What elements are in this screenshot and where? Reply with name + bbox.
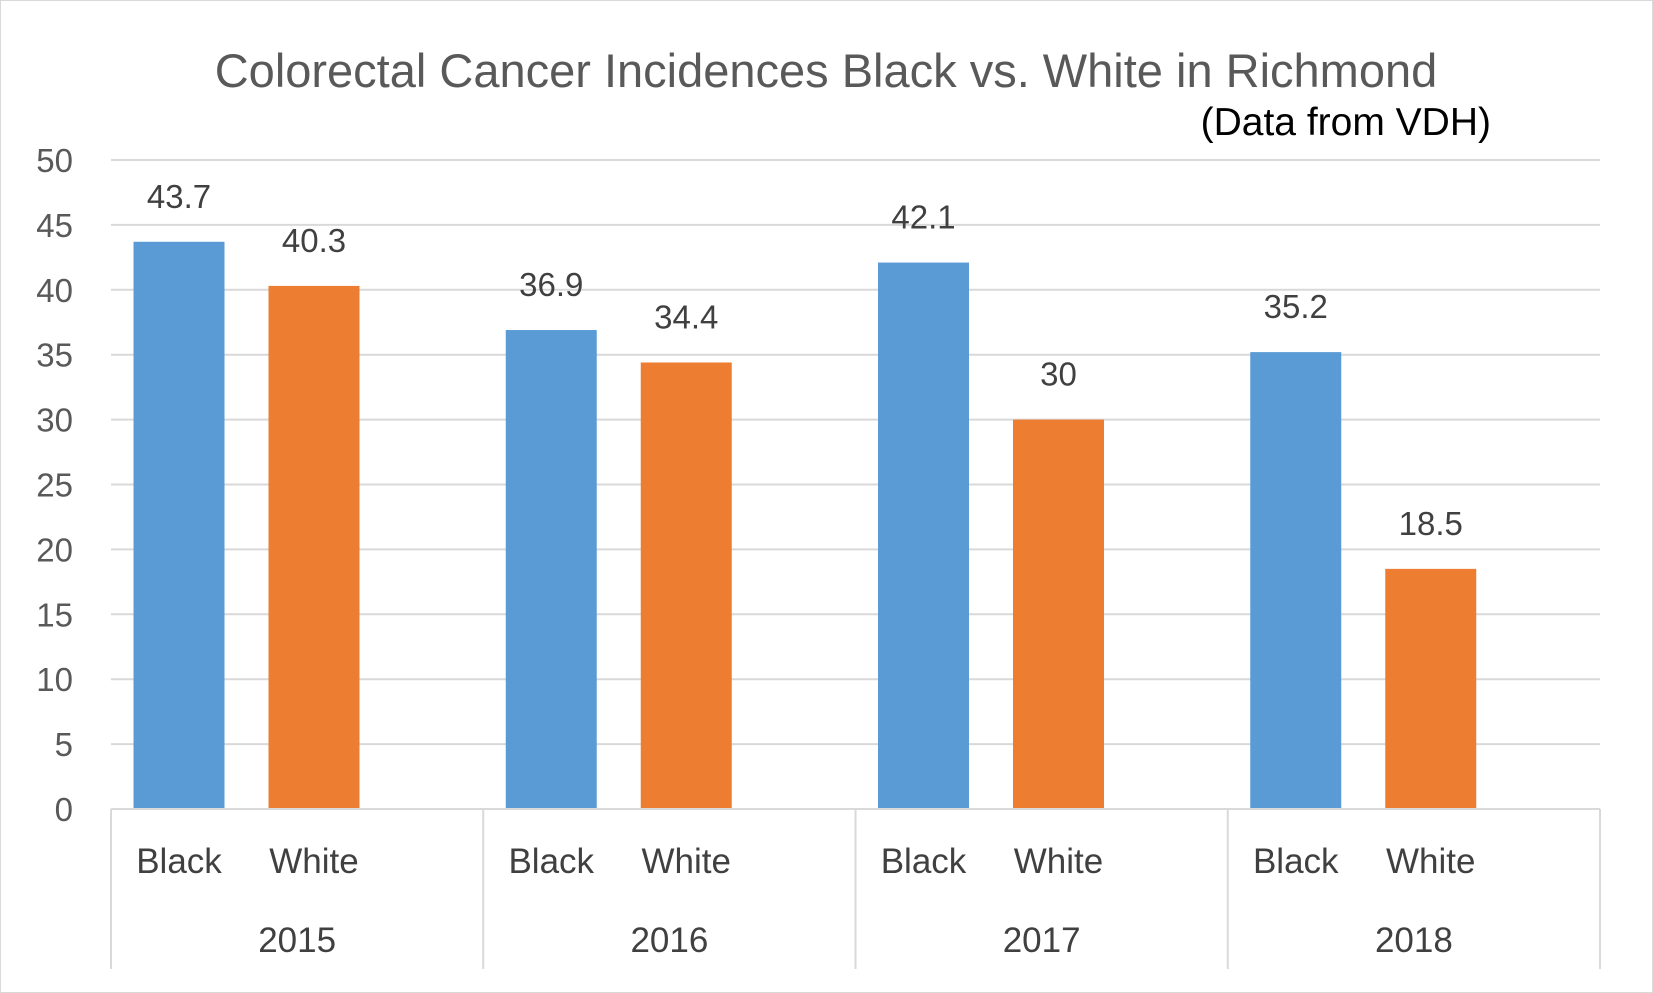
data-label: 18.5 xyxy=(1399,505,1463,542)
data-label: 35.2 xyxy=(1264,288,1328,325)
y-tick-label: 35 xyxy=(36,337,73,374)
x-category-label: White xyxy=(1386,842,1475,881)
bar-2016-white xyxy=(640,362,732,809)
bar-2015-black xyxy=(133,241,225,810)
bar-2018-white xyxy=(1385,568,1477,809)
data-label: 43.7 xyxy=(147,178,211,215)
y-tick-label: 5 xyxy=(55,726,73,763)
x-category-label: Black xyxy=(508,842,594,881)
data-label: 34.4 xyxy=(654,298,718,335)
x-group-label: 2017 xyxy=(1003,921,1081,960)
data-label: 42.1 xyxy=(891,199,955,236)
bar-2018-black xyxy=(1250,352,1342,809)
y-tick-label: 30 xyxy=(36,402,73,439)
y-axis-ticks: 0 5 10 15 20 25 30 35 40 45 50 xyxy=(36,142,73,828)
x-group-label: 2018 xyxy=(1375,921,1453,960)
y-tick-label: 50 xyxy=(36,142,73,179)
x-category-label: White xyxy=(642,842,731,881)
y-tick-label: 45 xyxy=(36,207,73,244)
data-label: 30 xyxy=(1040,356,1077,393)
y-tick-label: 15 xyxy=(36,596,73,633)
x-category-label: White xyxy=(269,842,358,881)
data-label: 36.9 xyxy=(519,266,583,303)
y-tick-label: 25 xyxy=(36,467,73,504)
y-tick-label: 40 xyxy=(36,272,73,309)
bar-2017-white xyxy=(1013,419,1104,809)
bar-2015-white xyxy=(268,285,360,809)
x-category-label: White xyxy=(1014,842,1103,881)
x-axis: Black White 2015 Black White 2016 Black White 20… xyxy=(110,808,1601,969)
x-group-label: 2016 xyxy=(630,921,708,960)
chart-title: Colorectal Cancer Incidences Black vs. W… xyxy=(215,44,1438,97)
x-category-label: Black xyxy=(1253,842,1339,881)
data-label: 40.3 xyxy=(282,222,346,259)
x-group-label: 2015 xyxy=(258,921,336,960)
bar-2017-black xyxy=(878,262,969,809)
bars xyxy=(133,241,1477,810)
y-tick-label: 20 xyxy=(36,531,73,568)
data-labels: 43.7 40.3 36.9 34.4 42.1 30 35.2 18.5 xyxy=(147,178,1463,542)
chart-subtitle: (Data from VDH) xyxy=(1201,101,1491,144)
x-category-label: Black xyxy=(136,842,222,881)
bar-2016-black xyxy=(505,330,597,809)
y-tick-label: 10 xyxy=(36,661,73,698)
y-tick-label: 0 xyxy=(55,791,73,828)
x-category-label: Black xyxy=(881,842,967,881)
